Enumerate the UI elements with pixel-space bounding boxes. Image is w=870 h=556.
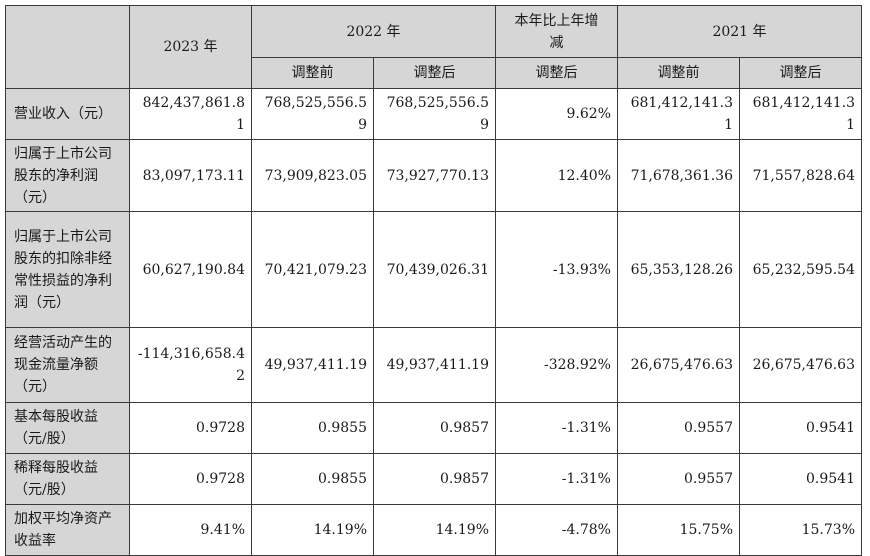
header-blank-cell [5, 5, 130, 89]
value-2023: 0.9728 [129, 402, 252, 454]
value-2023: 60,627,190.84 [129, 211, 252, 328]
header-change-after: 调整后 [495, 57, 618, 89]
value-2022-after: 14.19% [373, 504, 496, 556]
financial-indicators-table: 2023 年 2022 年 本年比上年增减 2021 年 调整前 调整后 调整后… [5, 5, 862, 556]
value-2021-before: 26,675,476.63 [617, 327, 740, 403]
value-change: -13.93% [495, 211, 618, 328]
value-2023: 842,437,861.81 [129, 88, 252, 140]
value-2023: 9.41% [129, 504, 252, 556]
value-2021-before: 0.9557 [617, 402, 740, 454]
header-2021-before: 调整前 [617, 57, 740, 89]
value-2021-before: 65,353,128.26 [617, 211, 740, 328]
value-change: -1.31% [495, 402, 618, 454]
header-2023: 2023 年 [129, 5, 252, 89]
value-2022-before: 73,909,823.05 [251, 139, 374, 212]
value-2021-before: 15.75% [617, 504, 740, 556]
value-change: 12.40% [495, 139, 618, 212]
value-2022-after: 768,525,556.59 [373, 88, 496, 140]
header-2022-after: 调整后 [373, 57, 496, 89]
header-2021-after: 调整后 [739, 57, 862, 89]
value-2021-before: 681,412,141.31 [617, 88, 740, 140]
table-row: 营业收入（元） 842,437,861.81 768,525,556.59 76… [5, 88, 862, 140]
row-label: 营业收入（元） [5, 88, 130, 140]
row-label: 加权平均净资产收益率 [5, 504, 130, 556]
row-label: 稀释每股收益（元/股） [5, 453, 130, 505]
header-row-adjust: 调整前 调整后 调整后 调整前 调整后 [6, 57, 862, 89]
table-row: 经营活动产生的现金流量净额（元） -114,316,658.42 49,937,… [5, 327, 862, 403]
value-2022-before: 14.19% [251, 504, 374, 556]
table-row: 加权平均净资产收益率 9.41% 14.19% 14.19% -4.78% 15… [5, 504, 862, 556]
value-2023: 0.9728 [129, 453, 252, 505]
value-2023: -114,316,658.42 [129, 327, 252, 403]
value-2022-before: 70,421,079.23 [251, 211, 374, 328]
value-2022-before: 768,525,556.59 [251, 88, 374, 140]
table-row: 归属于上市公司股东的净利润（元） 83,097,173.11 73,909,82… [5, 139, 862, 212]
value-2021-before: 0.9557 [617, 453, 740, 505]
header-2022-before: 调整前 [251, 57, 374, 89]
value-change: -328.92% [495, 327, 618, 403]
row-label: 经营活动产生的现金流量净额（元） [5, 327, 130, 403]
header-2021: 2021 年 [617, 5, 862, 58]
value-2022-after: 0.9857 [373, 453, 496, 505]
row-label: 基本每股收益（元/股） [5, 402, 130, 454]
value-2022-after: 0.9857 [373, 402, 496, 454]
table-row: 稀释每股收益（元/股） 0.9728 0.9855 0.9857 -1.31% … [5, 453, 862, 505]
value-2021-after: 65,232,595.54 [739, 211, 862, 328]
value-2022-after: 49,937,411.19 [373, 327, 496, 403]
header-2022: 2022 年 [251, 5, 496, 58]
table-row: 基本每股收益（元/股） 0.9728 0.9855 0.9857 -1.31% … [5, 402, 862, 454]
value-2021-after: 681,412,141.31 [739, 88, 862, 140]
table-row: 归属于上市公司股东的扣除非经常性损益的净利润（元） 60,627,190.84 … [5, 211, 862, 328]
value-2021-before: 71,678,361.36 [617, 139, 740, 212]
value-2021-after: 0.9541 [739, 453, 862, 505]
value-2023: 83,097,173.11 [129, 139, 252, 212]
value-2022-before: 0.9855 [251, 453, 374, 505]
value-change: -4.78% [495, 504, 618, 556]
header-row-years: 2023 年 2022 年 本年比上年增减 2021 年 [5, 5, 862, 89]
value-2022-before: 49,937,411.19 [251, 327, 374, 403]
value-2021-after: 0.9541 [739, 402, 862, 454]
value-2022-after: 73,927,770.13 [373, 139, 496, 212]
row-label: 归属于上市公司股东的扣除非经常性损益的净利润（元） [5, 211, 130, 328]
value-2021-after: 26,675,476.63 [739, 327, 862, 403]
value-2022-after: 70,439,026.31 [373, 211, 496, 328]
value-change: -1.31% [495, 453, 618, 505]
value-2021-after: 15.73% [739, 504, 862, 556]
header-yoy-change: 本年比上年增减 [495, 5, 618, 58]
value-change: 9.62% [495, 88, 618, 140]
row-label: 归属于上市公司股东的净利润（元） [5, 139, 130, 212]
value-2022-before: 0.9855 [251, 402, 374, 454]
value-2021-after: 71,557,828.64 [739, 139, 862, 212]
